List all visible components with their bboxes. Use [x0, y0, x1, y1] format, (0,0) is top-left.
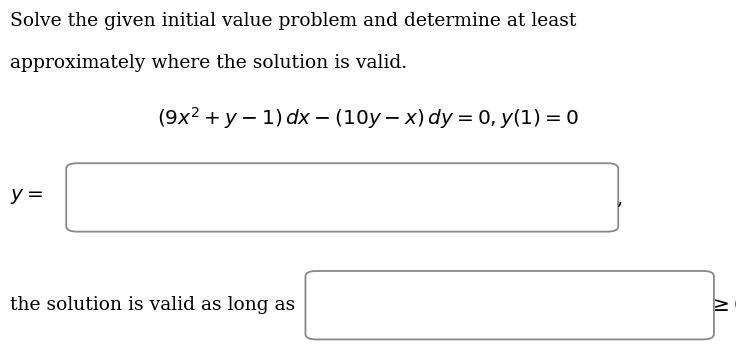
Text: Solve the given initial value problem and determine at least: Solve the given initial value problem an… — [10, 12, 576, 30]
Text: $y = $: $y = $ — [10, 187, 43, 206]
Text: ,: , — [616, 189, 623, 208]
Text: $\geq 0.$: $\geq 0.$ — [709, 296, 736, 315]
FancyBboxPatch shape — [66, 163, 618, 232]
Text: the solution is valid as long as: the solution is valid as long as — [10, 296, 295, 314]
Text: $(9x^2 + y - 1)\, dx - (10y - x)\, dy = 0, y(1) = 0$: $(9x^2 + y - 1)\, dx - (10y - x)\, dy = … — [157, 105, 579, 131]
FancyBboxPatch shape — [305, 271, 714, 339]
Text: approximately where the solution is valid.: approximately where the solution is vali… — [10, 54, 407, 72]
